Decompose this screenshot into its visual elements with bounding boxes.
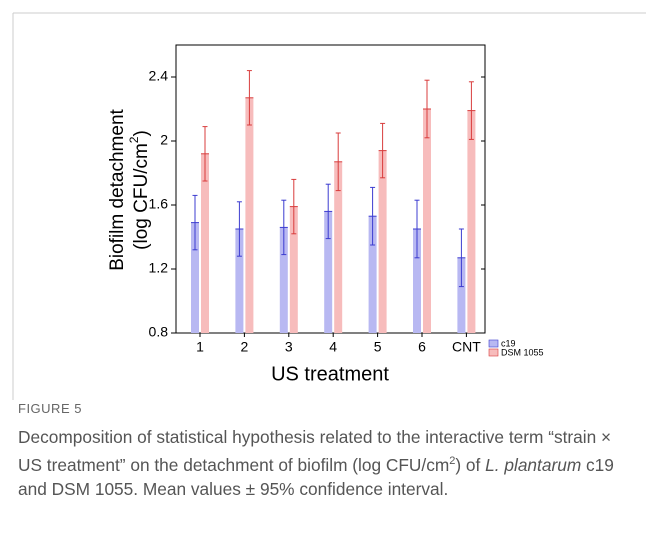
caption-text: c19 and DSM 1055. Mean values ± 95% conf… [18, 454, 614, 499]
y-label-sup: 2 [127, 136, 141, 143]
x-label: US treatment [271, 363, 389, 385]
caption-text: ) of [455, 454, 486, 475]
y-label: (log CFU/cm2) [127, 130, 152, 250]
caption: Decomposition of statistical hypothesis … [18, 425, 628, 501]
figure-label: FIGURE 5 [18, 401, 82, 416]
caption-italic: L. plantarum [485, 454, 582, 475]
y-label: Biofilm detachment [107, 108, 128, 270]
chart: Biofilm detachment (log CFU/cm2) US trea… [12, 12, 646, 400]
caption-text: Decomposition of statistical hypothesis … [18, 427, 612, 475]
y-label-part: (log CFU/cm [131, 143, 152, 250]
caption-sup: 2 [449, 455, 456, 467]
y-label-part: ) [131, 130, 152, 136]
